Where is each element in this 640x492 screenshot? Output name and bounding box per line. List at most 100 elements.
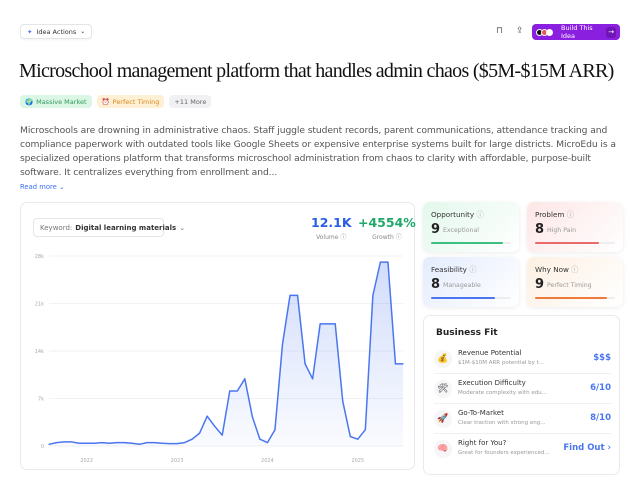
data-point [342, 400, 344, 402]
x-tick-label: 2023 [171, 458, 184, 464]
volume-metric: 12.1K Volume ⓘ [311, 215, 352, 241]
data-point [221, 434, 223, 436]
rocket-icon: 🚀 [434, 410, 452, 428]
data-point [63, 441, 65, 443]
data-point [168, 443, 171, 445]
tag-list: 🌍 Massive Market ⏰ Perfect Timing +11 More [20, 95, 212, 108]
data-point [379, 261, 382, 263]
x-tick-label: 2022 [80, 458, 93, 464]
data-point [334, 323, 336, 325]
data-point [244, 378, 246, 380]
data-point [214, 425, 216, 427]
bookmark-icon[interactable]: ⊓ [496, 26, 504, 36]
idea-actions-button[interactable]: ✦ Idea Actions ⌄ [20, 24, 93, 39]
score-card-problem[interactable]: Problem ⓘ 8 High Pain [527, 202, 623, 252]
x-tick-label: 2025 [351, 458, 364, 464]
score-bar [535, 297, 615, 299]
info-icon: ⓘ [476, 210, 484, 219]
trend-line [48, 261, 403, 446]
data-point [183, 442, 186, 444]
info-icon: ⓘ [340, 234, 347, 241]
data-point [364, 429, 366, 431]
data-point [108, 442, 110, 444]
data-point [146, 442, 148, 444]
score-bar [431, 242, 511, 244]
chevron-down-icon: ⌄ [59, 183, 65, 191]
data-point [116, 442, 118, 444]
data-point [138, 443, 140, 445]
data-point [161, 442, 163, 444]
trend-area [49, 262, 403, 446]
info-icon: ⓘ [469, 265, 477, 274]
keyword-select[interactable]: Keyword: Digital learning materials ⌄ [33, 218, 185, 237]
data-point [199, 432, 201, 434]
business-fit-row[interactable]: 🚀 Go-To-Market Clear traction with strong … [434, 404, 611, 434]
data-point [349, 435, 351, 438]
score-card-opportunity[interactable]: Opportunity ⓘ 9 Exceptional [423, 202, 519, 252]
data-point [372, 294, 374, 296]
y-tick-label: 21k [35, 302, 44, 308]
y-tick-label: 0 [41, 444, 44, 450]
info-icon: ⓘ [566, 210, 574, 219]
data-point [296, 294, 299, 296]
business-fit-row[interactable]: 🛠 Execution Difficulty Moderate complexity… [434, 374, 611, 404]
data-point [274, 429, 276, 431]
data-point [55, 442, 58, 444]
data-point [236, 390, 238, 392]
data-point [123, 442, 125, 444]
trend-chart: 0 7k 14k 21k 28k 2022 2023 2024 2025 [35, 254, 404, 464]
brain-icon: 🧠 [434, 440, 452, 458]
alarm-clock-icon: ⏰ [101, 97, 110, 106]
data-point [402, 363, 404, 365]
data-point [78, 442, 80, 444]
data-point [251, 416, 253, 418]
y-tick-label: 28k [35, 254, 44, 260]
data-point [304, 363, 306, 365]
data-point [312, 378, 314, 380]
data-point [319, 323, 321, 325]
chevron-down-icon: ⌄ [179, 223, 186, 232]
data-point [131, 442, 133, 444]
chevron-down-icon: ⌄ [80, 28, 86, 35]
business-fit-row[interactable]: 💰 Revenue Potential $1M-$10M ARR potential… [434, 344, 611, 374]
data-point [266, 442, 269, 444]
y-tick-label: 14k [35, 349, 44, 355]
money-bag-icon: 💰 [434, 350, 452, 368]
sparkle-icon: ✦ [27, 27, 33, 36]
data-point [70, 441, 73, 443]
share-icon[interactable]: ⇪ [516, 26, 524, 36]
score-bar [535, 242, 615, 244]
data-point [394, 363, 397, 365]
read-more-link[interactable]: Read more ⌄ [20, 183, 65, 191]
globe-icon: 🌍 [25, 97, 34, 106]
business-fit-card: Business Fit 💰 Revenue Potential $1M-$10M … [423, 315, 620, 475]
build-this-idea-button[interactable]: Build This Idea → [532, 24, 620, 40]
data-point [176, 443, 178, 445]
data-point [86, 442, 88, 444]
tag[interactable]: ⏰ Perfect Timing [96, 95, 165, 108]
tag[interactable]: +11 More [169, 95, 212, 108]
data-point [289, 294, 291, 296]
tools-icon: 🛠 [434, 380, 452, 398]
data-point [357, 438, 359, 440]
data-point [191, 438, 193, 440]
data-point [387, 261, 389, 263]
tag[interactable]: 🌍 Massive Market [20, 95, 92, 108]
score-bar [431, 297, 511, 299]
data-point [101, 442, 103, 444]
data-point [229, 390, 231, 392]
x-tick-label: 2024 [261, 458, 274, 464]
page-title: Microschool management platform that han… [19, 60, 614, 82]
data-point [327, 323, 329, 325]
data-point [206, 415, 208, 417]
score-card-feasibility[interactable]: Feasibility ⓘ 8 Manageable [423, 257, 519, 307]
data-point [93, 442, 95, 444]
score-card-why-now[interactable]: Why Now ⓘ 9 Perfect Timing [527, 257, 623, 307]
info-icon: ⓘ [571, 265, 579, 274]
business-fit-row[interactable]: 🧠 Right for You? Great for founders experi… [434, 434, 611, 464]
data-point [259, 438, 261, 440]
data-point [48, 443, 50, 445]
data-point [153, 442, 156, 444]
y-tick-label: 7k [38, 397, 44, 403]
tool-logos [536, 28, 553, 36]
